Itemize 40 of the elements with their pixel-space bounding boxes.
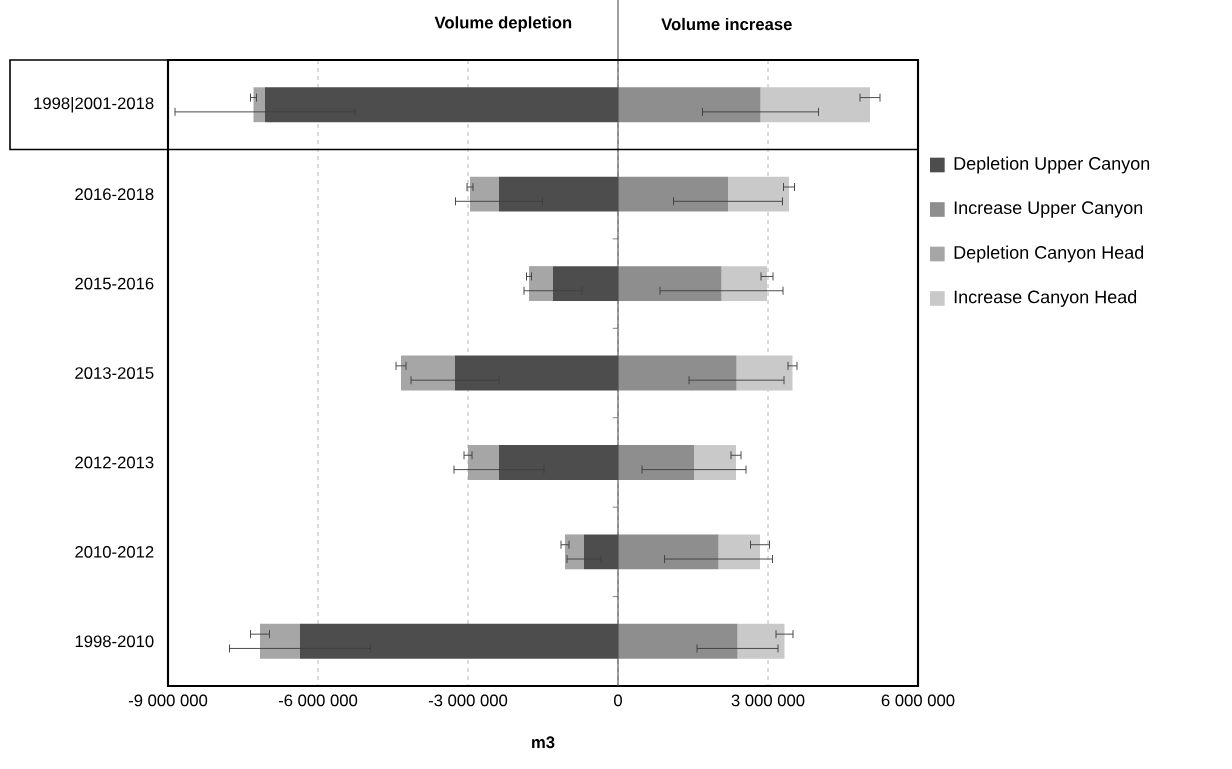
y-tick-label: 1998-2010 — [75, 635, 154, 648]
text: Volume increase — [661, 17, 792, 31]
bar — [618, 623, 738, 659]
x-tick-label: -6 000 000 — [278, 694, 358, 707]
y-tick-label: 2012-2013 — [75, 456, 154, 469]
bar — [618, 534, 719, 570]
bar — [728, 176, 790, 212]
bar — [737, 623, 785, 659]
bar — [736, 355, 793, 391]
bar — [529, 266, 553, 302]
bar — [618, 176, 729, 212]
x-tick-label: 0 — [614, 694, 622, 707]
y-tick-label: 2015-2016 — [75, 277, 154, 290]
bar — [618, 266, 722, 302]
bar — [260, 623, 300, 659]
x-tick-label: -9 000 000 — [128, 694, 208, 707]
legend-label: Increase Upper Canyon — [954, 201, 1143, 218]
x-tick-label: 6 000 000 — [881, 694, 955, 707]
y-tick-label: 1998|2001-2018 — [34, 96, 154, 113]
bar — [760, 87, 871, 123]
bar — [618, 355, 737, 391]
y-tick-label: 2016-2018 — [75, 188, 154, 201]
x-axis-title: m3 — [532, 736, 555, 749]
y-tick-label: 2010-2012 — [75, 545, 154, 558]
text: Volume depletion — [434, 16, 572, 32]
bar — [694, 445, 737, 480]
bar — [468, 445, 499, 480]
y-tick-label: 2013-2015 — [75, 367, 154, 379]
bar — [618, 445, 695, 480]
x-tick-label: -3 000 000 — [428, 694, 508, 707]
bar — [253, 87, 265, 123]
bar — [401, 355, 455, 391]
legend-label: Depletion Upper Canyon — [954, 156, 1150, 174]
legend-label: Increase Canyon Head — [954, 290, 1137, 307]
x-tick-label: 3 000 000 — [731, 694, 805, 707]
legend-label: Depletion Canyon Head — [954, 245, 1144, 263]
bar — [618, 87, 761, 123]
bar — [721, 266, 768, 302]
bar — [470, 176, 499, 212]
bar — [718, 534, 761, 570]
